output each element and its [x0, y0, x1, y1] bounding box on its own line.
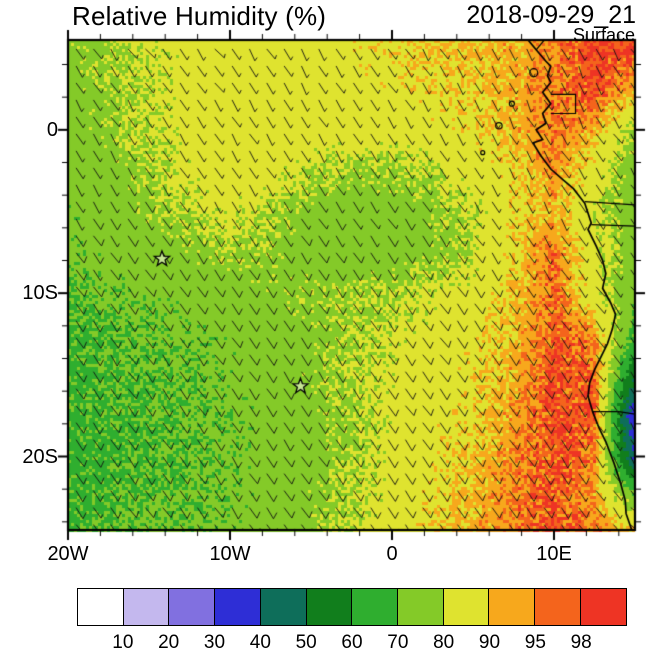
colorbar: [77, 588, 627, 626]
colorbar-swatch: [351, 588, 399, 626]
colorbar-tick-label: 95: [524, 632, 546, 653]
level-label: Surface: [572, 25, 635, 45]
y-tick-label: 10S: [22, 282, 58, 305]
colorbar-tick-label: 40: [249, 632, 271, 653]
colorbar-swatch: [579, 588, 627, 626]
colorbar-tick-label: 50: [295, 632, 317, 653]
colorbar-swatch: [488, 588, 536, 626]
colorbar-tick-label: 20: [158, 632, 180, 653]
colorbar-swatch: [214, 588, 262, 626]
x-tick-label: 20W: [47, 543, 89, 565]
chart-datetime: 2018-09-29_21: [466, 1, 636, 29]
colorbar-tick-label: 60: [341, 632, 363, 653]
colorbar-swatch: [534, 588, 582, 626]
y-tick-label: 20S: [22, 445, 58, 468]
colorbar-tick-label: 90: [478, 632, 501, 653]
colorbar-tick-label: 80: [433, 632, 455, 653]
colorbar-swatch: [168, 588, 216, 626]
x-tick-label: 10W: [209, 543, 251, 565]
y-tick-label: 0: [46, 118, 58, 141]
colorbar-tick-label: 10: [112, 632, 134, 653]
colorbar-swatch: [396, 588, 445, 626]
colorbar-swatch: [305, 588, 353, 626]
colorbar-tick-label: 98: [570, 632, 592, 653]
colorbar-tick-label: 30: [203, 632, 226, 653]
x-tick-label: 10E: [536, 543, 572, 565]
colorbar-swatch: [122, 588, 170, 626]
colorbar-tick-label: 70: [387, 632, 409, 653]
x-tick-label: 0: [386, 543, 398, 565]
chart-title: Relative Humidity (%): [72, 1, 327, 31]
colorbar-swatch: [77, 588, 125, 626]
colorbar-swatch: [442, 588, 490, 626]
colorbar-swatch: [259, 588, 308, 626]
